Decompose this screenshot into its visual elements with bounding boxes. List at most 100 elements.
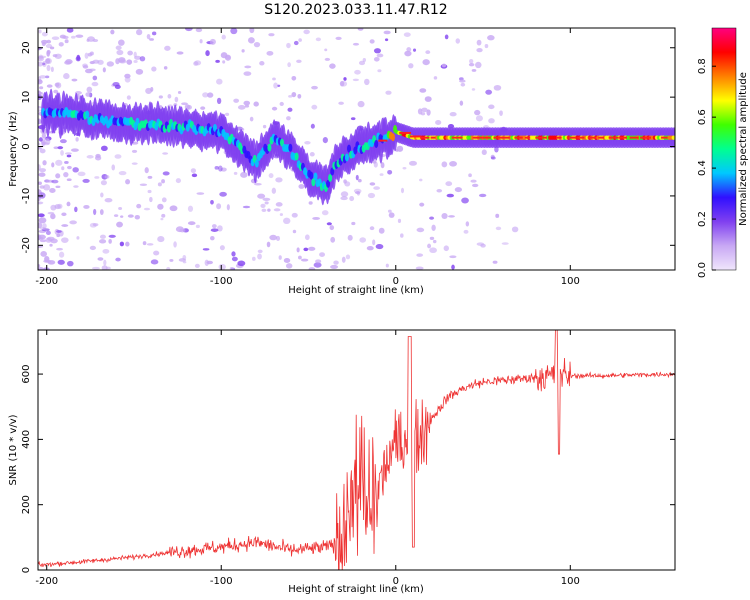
noise-blob xyxy=(118,39,125,46)
noise-blob xyxy=(454,187,462,193)
noise-blob xyxy=(163,66,168,70)
noise-blob xyxy=(38,266,44,270)
noise-blob xyxy=(64,39,69,44)
noise-blob xyxy=(376,53,384,58)
noise-blob xyxy=(283,217,291,225)
noise-blob xyxy=(315,37,321,42)
noise-blob xyxy=(54,82,60,87)
noise-blob xyxy=(315,259,322,264)
noise-blob xyxy=(104,198,113,203)
noise-blob xyxy=(463,229,469,234)
noise-blob xyxy=(133,60,138,64)
noise-blob xyxy=(195,224,200,229)
noise-blob xyxy=(291,76,297,81)
colorbar-ticks: 0.0 0.2 0.4 0.6 0.8 xyxy=(697,58,716,278)
noise-blob xyxy=(38,92,45,98)
noise-blob xyxy=(167,94,172,99)
noise-blob xyxy=(298,38,302,42)
noise-blob xyxy=(419,202,425,207)
ridge-peak xyxy=(493,136,505,139)
spectrogram-x-ticks: -200 -100 0 100 xyxy=(35,28,580,287)
colorbar-tick-label: 0.8 xyxy=(697,58,708,74)
noise-blob xyxy=(373,186,380,190)
noise-blob xyxy=(341,256,346,263)
ridge-peak xyxy=(577,136,585,139)
noise-blob xyxy=(369,182,376,186)
noise-blob xyxy=(147,175,153,179)
noise-blob xyxy=(367,192,376,199)
noise-blob xyxy=(51,179,59,184)
noise-blob xyxy=(209,38,216,45)
ridge-core xyxy=(254,159,259,168)
noise-blob xyxy=(39,226,47,230)
noise-blob xyxy=(237,104,246,110)
noise-blob xyxy=(443,245,449,252)
noise-blob xyxy=(66,28,74,33)
noise-blob xyxy=(49,243,53,247)
noise-blob xyxy=(75,56,81,62)
noise-blob xyxy=(422,59,430,66)
noise-blob xyxy=(358,60,366,66)
colorbar-tick-label: 0.4 xyxy=(697,160,708,176)
noise-blob xyxy=(205,50,210,57)
noise-blob xyxy=(74,206,78,213)
noise-blob xyxy=(237,260,246,267)
noise-blob xyxy=(419,178,423,182)
noise-blob xyxy=(115,45,122,51)
noise-blob xyxy=(38,217,47,224)
noise-blob xyxy=(71,148,79,152)
noise-blob xyxy=(53,146,59,150)
noise-blob xyxy=(217,225,223,232)
noise-blob xyxy=(39,185,45,189)
noise-blob xyxy=(139,56,146,62)
noise-blob xyxy=(102,67,106,73)
noise-blob xyxy=(55,159,63,166)
noise-blob xyxy=(511,226,519,233)
noise-blob xyxy=(164,45,171,51)
noise-blob xyxy=(104,175,110,179)
noise-blob xyxy=(216,78,223,85)
noise-blob xyxy=(380,162,385,169)
ridge-peak xyxy=(503,136,510,139)
noise-blob xyxy=(147,189,152,194)
noise-blob xyxy=(169,205,178,212)
ridge-peak xyxy=(378,139,388,142)
ridge-peak xyxy=(409,135,422,138)
noise-blob xyxy=(131,149,138,153)
noise-blob xyxy=(144,167,149,174)
noise-blob xyxy=(449,255,457,259)
ridge-core xyxy=(328,173,333,182)
noise-blob xyxy=(221,34,226,40)
colorbar-tick-label: 0.0 xyxy=(697,262,708,278)
noise-blob xyxy=(419,88,427,93)
noise-blob xyxy=(416,253,424,257)
ridge-peak xyxy=(514,136,523,139)
noise-blob xyxy=(335,36,342,41)
noise-blob xyxy=(179,228,186,233)
noise-blob xyxy=(499,110,503,116)
noise-blob xyxy=(233,171,238,175)
noise-blob xyxy=(416,227,425,233)
noise-blob xyxy=(445,181,453,187)
noise-blob xyxy=(465,221,470,227)
noise-blob xyxy=(115,257,121,262)
noise-blob xyxy=(120,215,124,218)
noise-blob xyxy=(38,61,44,67)
noise-blob xyxy=(470,179,477,183)
noise-blob xyxy=(162,171,170,176)
noise-blob xyxy=(271,106,278,111)
noise-blob xyxy=(204,259,209,266)
noise-blob xyxy=(38,137,43,142)
ridge-core xyxy=(671,135,675,140)
noise-blob xyxy=(224,55,231,60)
noise-blob xyxy=(347,234,353,241)
noise-blob xyxy=(38,29,42,34)
noise-blob xyxy=(268,173,274,179)
noise-blob xyxy=(84,52,89,59)
noise-blob xyxy=(202,248,210,251)
ridge-peak xyxy=(598,136,605,139)
noise-blob xyxy=(46,84,53,88)
noise-blob xyxy=(191,173,198,178)
noise-blob xyxy=(70,35,76,39)
